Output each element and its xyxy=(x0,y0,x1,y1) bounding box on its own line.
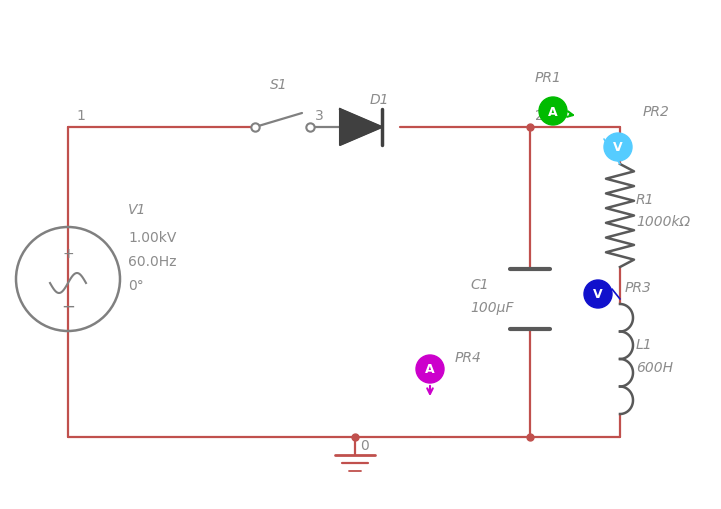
Text: A: A xyxy=(425,363,435,376)
Text: 60.0Hz: 60.0Hz xyxy=(128,254,177,268)
Text: 2: 2 xyxy=(535,109,544,123)
Polygon shape xyxy=(340,110,382,146)
Text: +: + xyxy=(62,246,74,261)
Text: C1: C1 xyxy=(470,277,489,292)
Text: R1: R1 xyxy=(636,192,655,207)
Text: D1: D1 xyxy=(370,93,389,107)
Text: 1000kΩ: 1000kΩ xyxy=(636,215,690,229)
Circle shape xyxy=(604,134,632,162)
Text: 3: 3 xyxy=(315,109,324,123)
Circle shape xyxy=(539,98,567,126)
Text: PR4: PR4 xyxy=(455,350,482,364)
Text: 0: 0 xyxy=(360,438,368,452)
Text: PR1: PR1 xyxy=(535,71,562,85)
Circle shape xyxy=(416,355,444,383)
Circle shape xyxy=(584,280,612,308)
Text: 600H: 600H xyxy=(636,360,673,374)
Text: 1.00kV: 1.00kV xyxy=(128,231,177,244)
Text: L1: L1 xyxy=(636,337,653,351)
Text: 0°: 0° xyxy=(128,278,143,293)
Text: 1: 1 xyxy=(76,109,85,123)
Text: S1: S1 xyxy=(270,78,288,92)
Text: −: − xyxy=(61,297,75,316)
Text: PR2: PR2 xyxy=(643,105,670,119)
Text: V: V xyxy=(613,141,623,154)
Text: 100μF: 100μF xyxy=(470,300,513,315)
Text: V1: V1 xyxy=(128,203,146,216)
Text: PR3: PR3 xyxy=(625,280,652,294)
Text: A: A xyxy=(548,105,558,118)
Text: V: V xyxy=(593,288,603,301)
